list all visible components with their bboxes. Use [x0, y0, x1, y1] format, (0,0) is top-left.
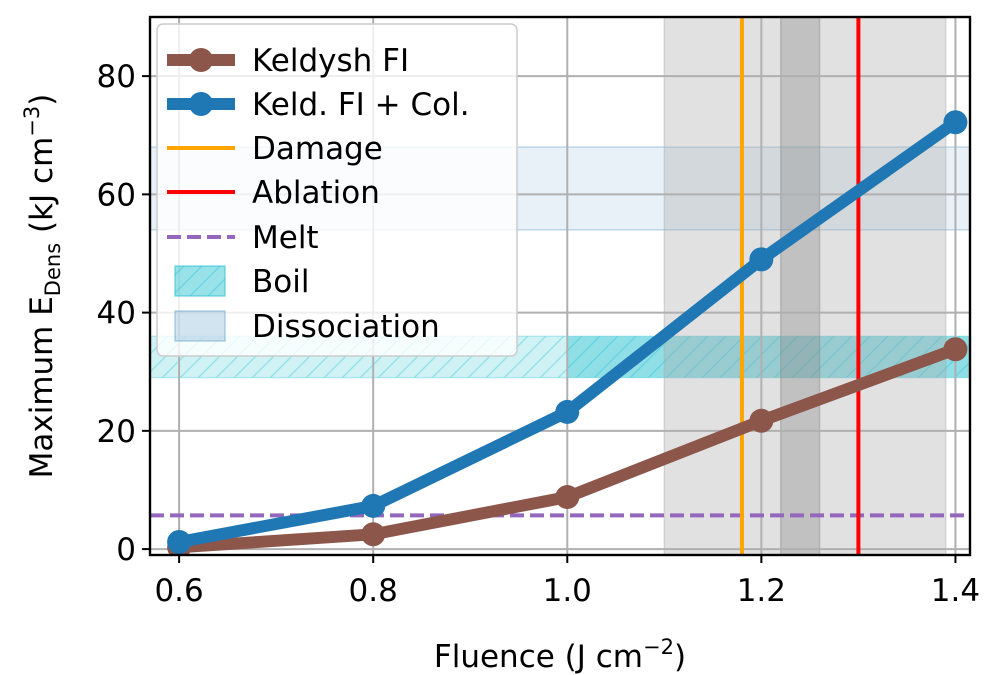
reference-lines [150, 17, 970, 555]
legend-label-damage: Damage [252, 131, 383, 167]
series-0-point-1 [361, 522, 386, 547]
y-tick-label-4: 80 [97, 59, 136, 95]
x-axis-label: Fluence (J cm−2) [434, 635, 686, 675]
legend-swatch-dissociation [174, 310, 226, 342]
x-tick-label-3: 1.2 [737, 573, 786, 609]
y-tick-label-2: 40 [97, 296, 136, 332]
y-axis-label: Maximum EDens (kJ cm−3) [20, 94, 65, 479]
y-tick-label-0: 0 [116, 532, 136, 568]
y-axis-ticks: 0 20 40 60 80 [97, 59, 150, 568]
data-series [167, 110, 968, 555]
legend-label-dissociation: Dissociation [252, 309, 440, 345]
series-1-point-0 [167, 529, 192, 554]
plot-frame [148, 15, 972, 557]
series-1-point-3 [749, 247, 774, 272]
x-tick-label-2: 1.0 [543, 573, 592, 609]
y-tick-label-3: 60 [97, 177, 136, 213]
series-1-point-1 [361, 493, 386, 518]
vband-1 [780, 17, 821, 555]
x-tick-label-0: 0.6 [154, 573, 203, 609]
legend-item-melt: Melt [167, 220, 319, 256]
series-0-point-2 [555, 485, 580, 510]
legend-label-ablation: Ablation [252, 175, 380, 211]
legend-box [156, 23, 518, 357]
legend-label-boil: Boil [252, 264, 309, 300]
legend-item-keld-col: Keld. FI + Col. [167, 87, 470, 123]
legend-marker-keld-col [189, 92, 213, 116]
legend: Keldysh FI Keld. FI + Col. Damage Ablati… [156, 23, 518, 357]
legend-item-damage: Damage [167, 131, 383, 167]
x-tick-label-4: 1.4 [931, 573, 980, 609]
y-tick-label-1: 20 [97, 414, 136, 450]
legend-item-keldysh: Keldysh FI [167, 43, 409, 79]
legend-label-melt: Melt [252, 220, 319, 256]
legend-label-keldysh: Keldysh FI [252, 43, 409, 79]
series-1-point-2 [555, 399, 580, 424]
legend-marker-keldysh [189, 48, 213, 72]
vband-0 [663, 17, 947, 555]
x-axis-ticks: 0.6 0.8 1.0 1.2 1.4 [154, 555, 980, 609]
legend-item-boil: Boil [174, 264, 309, 300]
series-1-point-4 [943, 110, 968, 135]
legend-swatch-boil [174, 265, 226, 297]
x-tick-label-1: 0.8 [349, 573, 398, 609]
legend-item-ablation: Ablation [167, 175, 380, 211]
series-0-point-3 [749, 408, 774, 433]
series-0-point-4 [943, 337, 968, 362]
legend-label-keld-col: Keld. FI + Col. [252, 87, 470, 123]
legend-item-dissociation: Dissociation [174, 309, 440, 345]
